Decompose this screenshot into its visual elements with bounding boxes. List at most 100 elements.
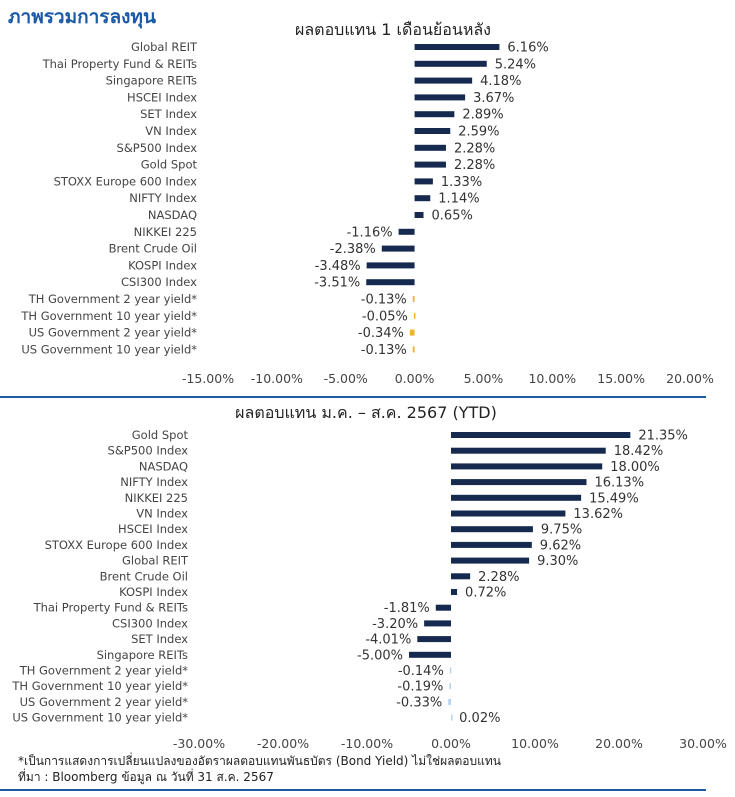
data-label: -3.48% xyxy=(315,259,361,274)
bar xyxy=(451,541,532,548)
source-footnote: ที่มา : Bloomberg ข้อมูล ณ วันที่ 31 ส.ค… xyxy=(18,770,274,784)
data-label: 13.62% xyxy=(573,507,623,522)
category-label: STOXX Europe 600 Index xyxy=(45,538,189,552)
x-tick-label: -30.00% xyxy=(173,736,225,748)
bar xyxy=(435,604,451,611)
category-label: Gold Spot xyxy=(141,158,198,172)
bar xyxy=(414,111,455,118)
data-label: 21.35% xyxy=(638,429,688,444)
bar xyxy=(412,346,415,353)
category-label: KOSPI Index xyxy=(119,585,188,599)
bar xyxy=(451,714,453,721)
category-label: STOXX Europe 600 Index xyxy=(54,174,198,188)
bar xyxy=(412,296,415,302)
bar xyxy=(424,620,451,627)
data-label: 18.42% xyxy=(614,444,664,459)
category-label: Brent Crude Oil xyxy=(100,569,188,583)
data-label: 4.18% xyxy=(480,74,521,89)
data-label: -2.38% xyxy=(330,242,376,257)
x-tick-label: 10.00% xyxy=(511,736,559,748)
section-divider xyxy=(0,396,706,398)
category-label: SET Index xyxy=(140,107,197,121)
bar xyxy=(451,463,603,470)
category-label: NIFTY Index xyxy=(129,191,197,205)
bar xyxy=(414,94,466,101)
x-tick-label: -5.00% xyxy=(324,371,368,386)
category-label: TH Government 10 year yield* xyxy=(11,679,188,693)
bar xyxy=(413,312,416,319)
bar xyxy=(414,44,500,50)
data-label: 1.33% xyxy=(441,175,482,190)
bar xyxy=(451,432,631,438)
one-month-return-chart: ผลตอบแทน 1 เดือนย้อนหลัง Global REIT 6.16%… xyxy=(20,20,714,386)
x-tick-label: 0.00% xyxy=(431,736,471,748)
data-label: 16.13% xyxy=(594,476,644,491)
bar xyxy=(409,329,415,336)
data-label: -1.81% xyxy=(384,601,430,616)
category-label: US Government 2 year yield* xyxy=(29,326,198,340)
category-label: VN Index xyxy=(145,124,197,138)
bar xyxy=(451,589,458,595)
bar xyxy=(414,161,446,168)
category-label: Thai Property Fund & REITs xyxy=(42,57,197,71)
category-label: NASDAQ xyxy=(139,459,188,473)
data-label: 0.72% xyxy=(465,586,506,601)
data-label: 2.89% xyxy=(462,108,503,123)
bar xyxy=(414,178,433,185)
data-label: -0.33% xyxy=(396,695,442,710)
data-label: 0.65% xyxy=(432,209,473,224)
category-label: HSCEI Index xyxy=(127,90,197,104)
data-label: 2.28% xyxy=(478,570,519,585)
data-label: 9.75% xyxy=(541,523,582,538)
x-tick-label: 15.00% xyxy=(597,371,645,386)
data-label: 3.67% xyxy=(473,91,514,106)
data-label: -0.13% xyxy=(361,343,407,358)
bar xyxy=(398,228,415,235)
bar xyxy=(449,667,452,674)
bar xyxy=(451,447,606,454)
bar xyxy=(451,479,587,486)
category-label: US Government 10 year yield* xyxy=(12,711,188,725)
x-tick-label: 20.00% xyxy=(666,371,714,386)
category-label: NIFTY Index xyxy=(120,475,188,489)
x-tick-label: 5.00% xyxy=(464,371,504,386)
category-label: NIKKEI 225 xyxy=(125,491,188,505)
data-label: 15.49% xyxy=(589,491,639,506)
data-label: -0.34% xyxy=(358,326,404,341)
bond-yield-footnote: *เป็นการแสดงการเปลี่ยนแปลงของอัตราผลตอบแ… xyxy=(18,754,501,768)
data-label: 2.28% xyxy=(454,158,495,173)
x-tick-label: 20.00% xyxy=(595,736,643,748)
data-label: -0.13% xyxy=(361,293,407,308)
bar xyxy=(451,573,471,580)
bar xyxy=(414,212,424,218)
category-label: Gold Spot xyxy=(132,428,189,442)
x-tick-label: 0.00% xyxy=(395,371,435,386)
category-label: Global REIT xyxy=(131,40,198,54)
category-label: NIKKEI 225 xyxy=(134,225,197,239)
category-label: Thai Property Fund & REITs xyxy=(33,601,188,615)
x-tick-label: -10.00% xyxy=(341,736,393,748)
category-label: KOSPI Index xyxy=(128,258,197,272)
category-label: TH Government 10 year yield* xyxy=(20,309,197,323)
bar xyxy=(414,60,487,67)
category-label: Singapore REITs xyxy=(106,74,197,88)
category-label: HSCEI Index xyxy=(118,522,188,536)
category-label: TH Government 2 year yield* xyxy=(28,292,198,306)
x-tick-label: -20.00% xyxy=(257,736,309,748)
data-label: 1.14% xyxy=(438,192,479,207)
category-label: NASDAQ xyxy=(148,208,197,222)
bar xyxy=(414,195,431,202)
bar xyxy=(451,510,566,517)
category-label: US Government 10 year yield* xyxy=(21,342,197,356)
data-label: -5.00% xyxy=(357,648,403,663)
category-label: Global REIT xyxy=(122,554,189,568)
page-title: ภาพรวมการลงทุน xyxy=(8,6,156,28)
category-label: S&P500 Index xyxy=(108,444,189,458)
x-tick-label: 10.00% xyxy=(528,371,576,386)
bar xyxy=(381,245,415,252)
data-label: -0.14% xyxy=(398,664,444,679)
bar xyxy=(449,683,451,690)
bar xyxy=(409,651,451,658)
data-label: 5.24% xyxy=(495,57,536,72)
bar xyxy=(451,526,533,533)
